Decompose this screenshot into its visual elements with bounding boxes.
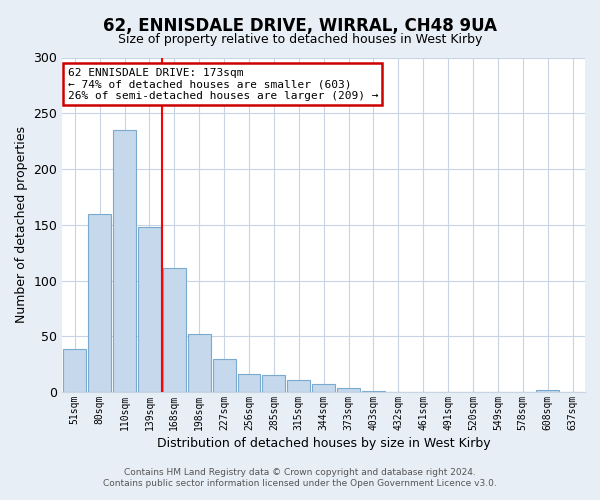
Bar bbox=[113, 130, 136, 392]
Bar bbox=[312, 384, 335, 392]
Bar bbox=[536, 390, 559, 392]
Y-axis label: Number of detached properties: Number of detached properties bbox=[15, 126, 28, 324]
Text: 62 ENNISDALE DRIVE: 173sqm
← 74% of detached houses are smaller (603)
26% of sem: 62 ENNISDALE DRIVE: 173sqm ← 74% of deta… bbox=[68, 68, 378, 100]
X-axis label: Distribution of detached houses by size in West Kirby: Distribution of detached houses by size … bbox=[157, 437, 490, 450]
Bar bbox=[212, 358, 236, 392]
Bar bbox=[163, 268, 186, 392]
Bar bbox=[362, 391, 385, 392]
Bar bbox=[88, 214, 111, 392]
Bar bbox=[138, 227, 161, 392]
Text: Size of property relative to detached houses in West Kirby: Size of property relative to detached ho… bbox=[118, 32, 482, 46]
Bar bbox=[188, 334, 211, 392]
Bar bbox=[238, 374, 260, 392]
Bar bbox=[262, 376, 286, 392]
Bar bbox=[337, 388, 360, 392]
Bar bbox=[287, 380, 310, 392]
Text: Contains HM Land Registry data © Crown copyright and database right 2024.
Contai: Contains HM Land Registry data © Crown c… bbox=[103, 468, 497, 487]
Bar bbox=[63, 348, 86, 392]
Text: 62, ENNISDALE DRIVE, WIRRAL, CH48 9UA: 62, ENNISDALE DRIVE, WIRRAL, CH48 9UA bbox=[103, 18, 497, 36]
